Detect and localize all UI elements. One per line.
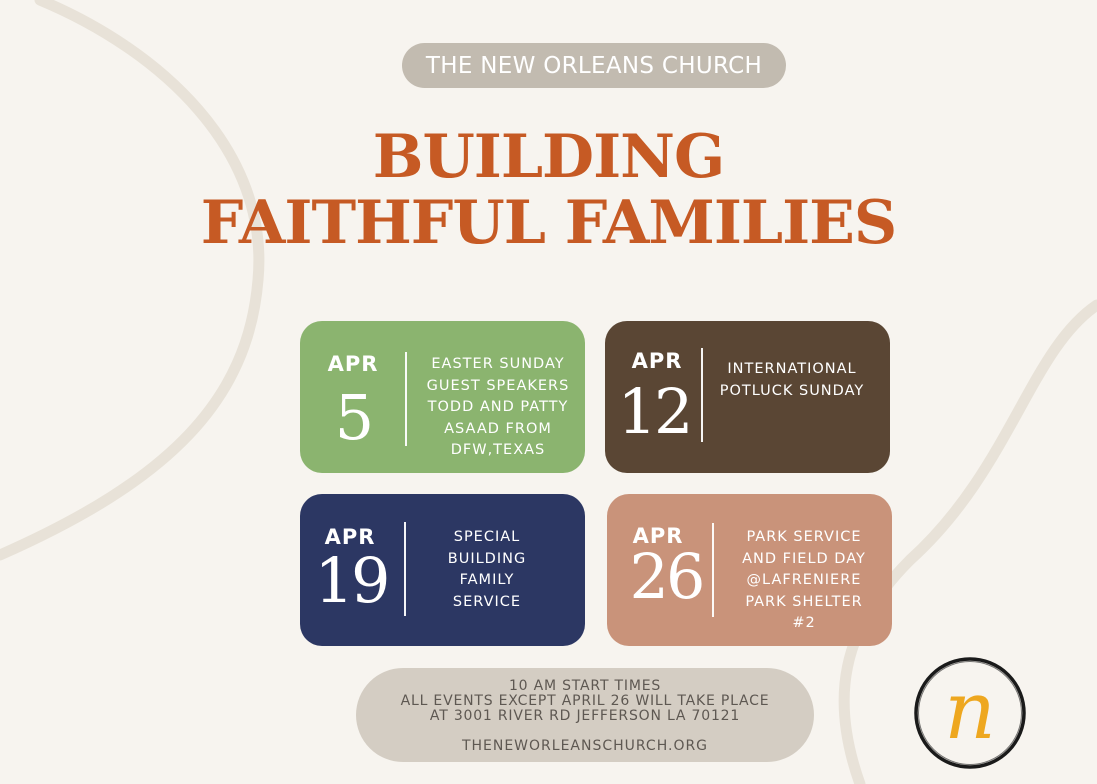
event-day: 12 bbox=[617, 375, 694, 448]
event-divider bbox=[404, 522, 406, 616]
event-card-apr-26: APR 26 PARK SERVICE AND FIELD DAY @LAFRE… bbox=[607, 494, 892, 646]
event-description: PARK SERVICE AND FIELD DAY @LAFRENIERE P… bbox=[718, 527, 890, 635]
event-description: INTERNATIONAL POTLUCK SUNDAY bbox=[707, 359, 877, 402]
footer-info: 10 AM START TIMES ALL EVENTS EXCEPT APRI… bbox=[356, 679, 814, 724]
event-line: PARK SHELTER bbox=[745, 593, 863, 610]
church-name-pill: THE NEW ORLEANS CHURCH bbox=[402, 43, 786, 88]
website-link[interactable]: THENEWORLEANSCHURCH.ORG bbox=[461, 738, 709, 754]
event-month: APR bbox=[327, 352, 379, 376]
event-description: SPECIAL BUILDING FAMILY SERVICE bbox=[412, 527, 562, 613]
event-line: SPECIAL bbox=[453, 529, 521, 545]
event-line: INTERNATIONAL bbox=[727, 361, 857, 377]
event-line: EASTER SUNDAY bbox=[431, 356, 565, 372]
event-line: #2 bbox=[792, 615, 816, 631]
event-line: @LAFRENIERE bbox=[746, 572, 862, 588]
event-line: AND FIELD DAY bbox=[742, 550, 866, 567]
footer-start-times: 10 AM START TIMES bbox=[508, 678, 662, 694]
event-card-apr-12: APR 12 INTERNATIONAL POTLUCK SUNDAY bbox=[605, 321, 890, 473]
footer-location-note: ALL EVENTS EXCEPT APRIL 26 WILL TAKE PLA… bbox=[400, 693, 770, 709]
event-day: 19 bbox=[314, 544, 391, 617]
event-line: TODD AND PATTY bbox=[427, 399, 569, 415]
event-card-apr-19: APR 19 SPECIAL BUILDING FAMILY SERVICE bbox=[300, 494, 585, 646]
event-line: PARK SERVICE bbox=[746, 529, 862, 545]
event-description: EASTER SUNDAY GUEST SPEAKERS TODD AND PA… bbox=[413, 354, 583, 462]
event-line: FAMILY bbox=[459, 572, 515, 588]
church-name: THE NEW ORLEANS CHURCH bbox=[425, 52, 763, 79]
event-day: 26 bbox=[629, 540, 706, 613]
footer-info-pill: 10 AM START TIMES ALL EVENTS EXCEPT APRI… bbox=[356, 668, 814, 762]
footer-address: AT 3001 RIVER RD JEFFERSON LA 70121 bbox=[429, 708, 741, 724]
event-line: BUILDING bbox=[447, 550, 527, 567]
title-line-1: BUILDING bbox=[372, 122, 725, 192]
event-card-apr-5: APR 5 EASTER SUNDAY GUEST SPEAKERS TODD … bbox=[300, 321, 585, 473]
event-divider bbox=[405, 352, 407, 446]
event-divider bbox=[712, 523, 714, 617]
event-month: APR bbox=[324, 525, 376, 549]
church-logo-icon: n bbox=[914, 657, 1026, 769]
event-line: ASAAD FROM bbox=[444, 420, 552, 437]
event-line: POTLUCK SUNDAY bbox=[719, 382, 865, 399]
event-line: SERVICE bbox=[452, 593, 522, 610]
title-line-2: FAITHFUL FAMILIES bbox=[200, 188, 897, 258]
event-month: APR bbox=[632, 524, 684, 548]
logo-letter: n bbox=[944, 664, 996, 757]
event-divider bbox=[701, 348, 703, 442]
event-line: GUEST SPEAKERS bbox=[426, 377, 570, 394]
event-month: APR bbox=[631, 349, 683, 373]
event-line: DFW,TEXAS bbox=[450, 442, 546, 458]
event-day: 5 bbox=[334, 381, 374, 454]
